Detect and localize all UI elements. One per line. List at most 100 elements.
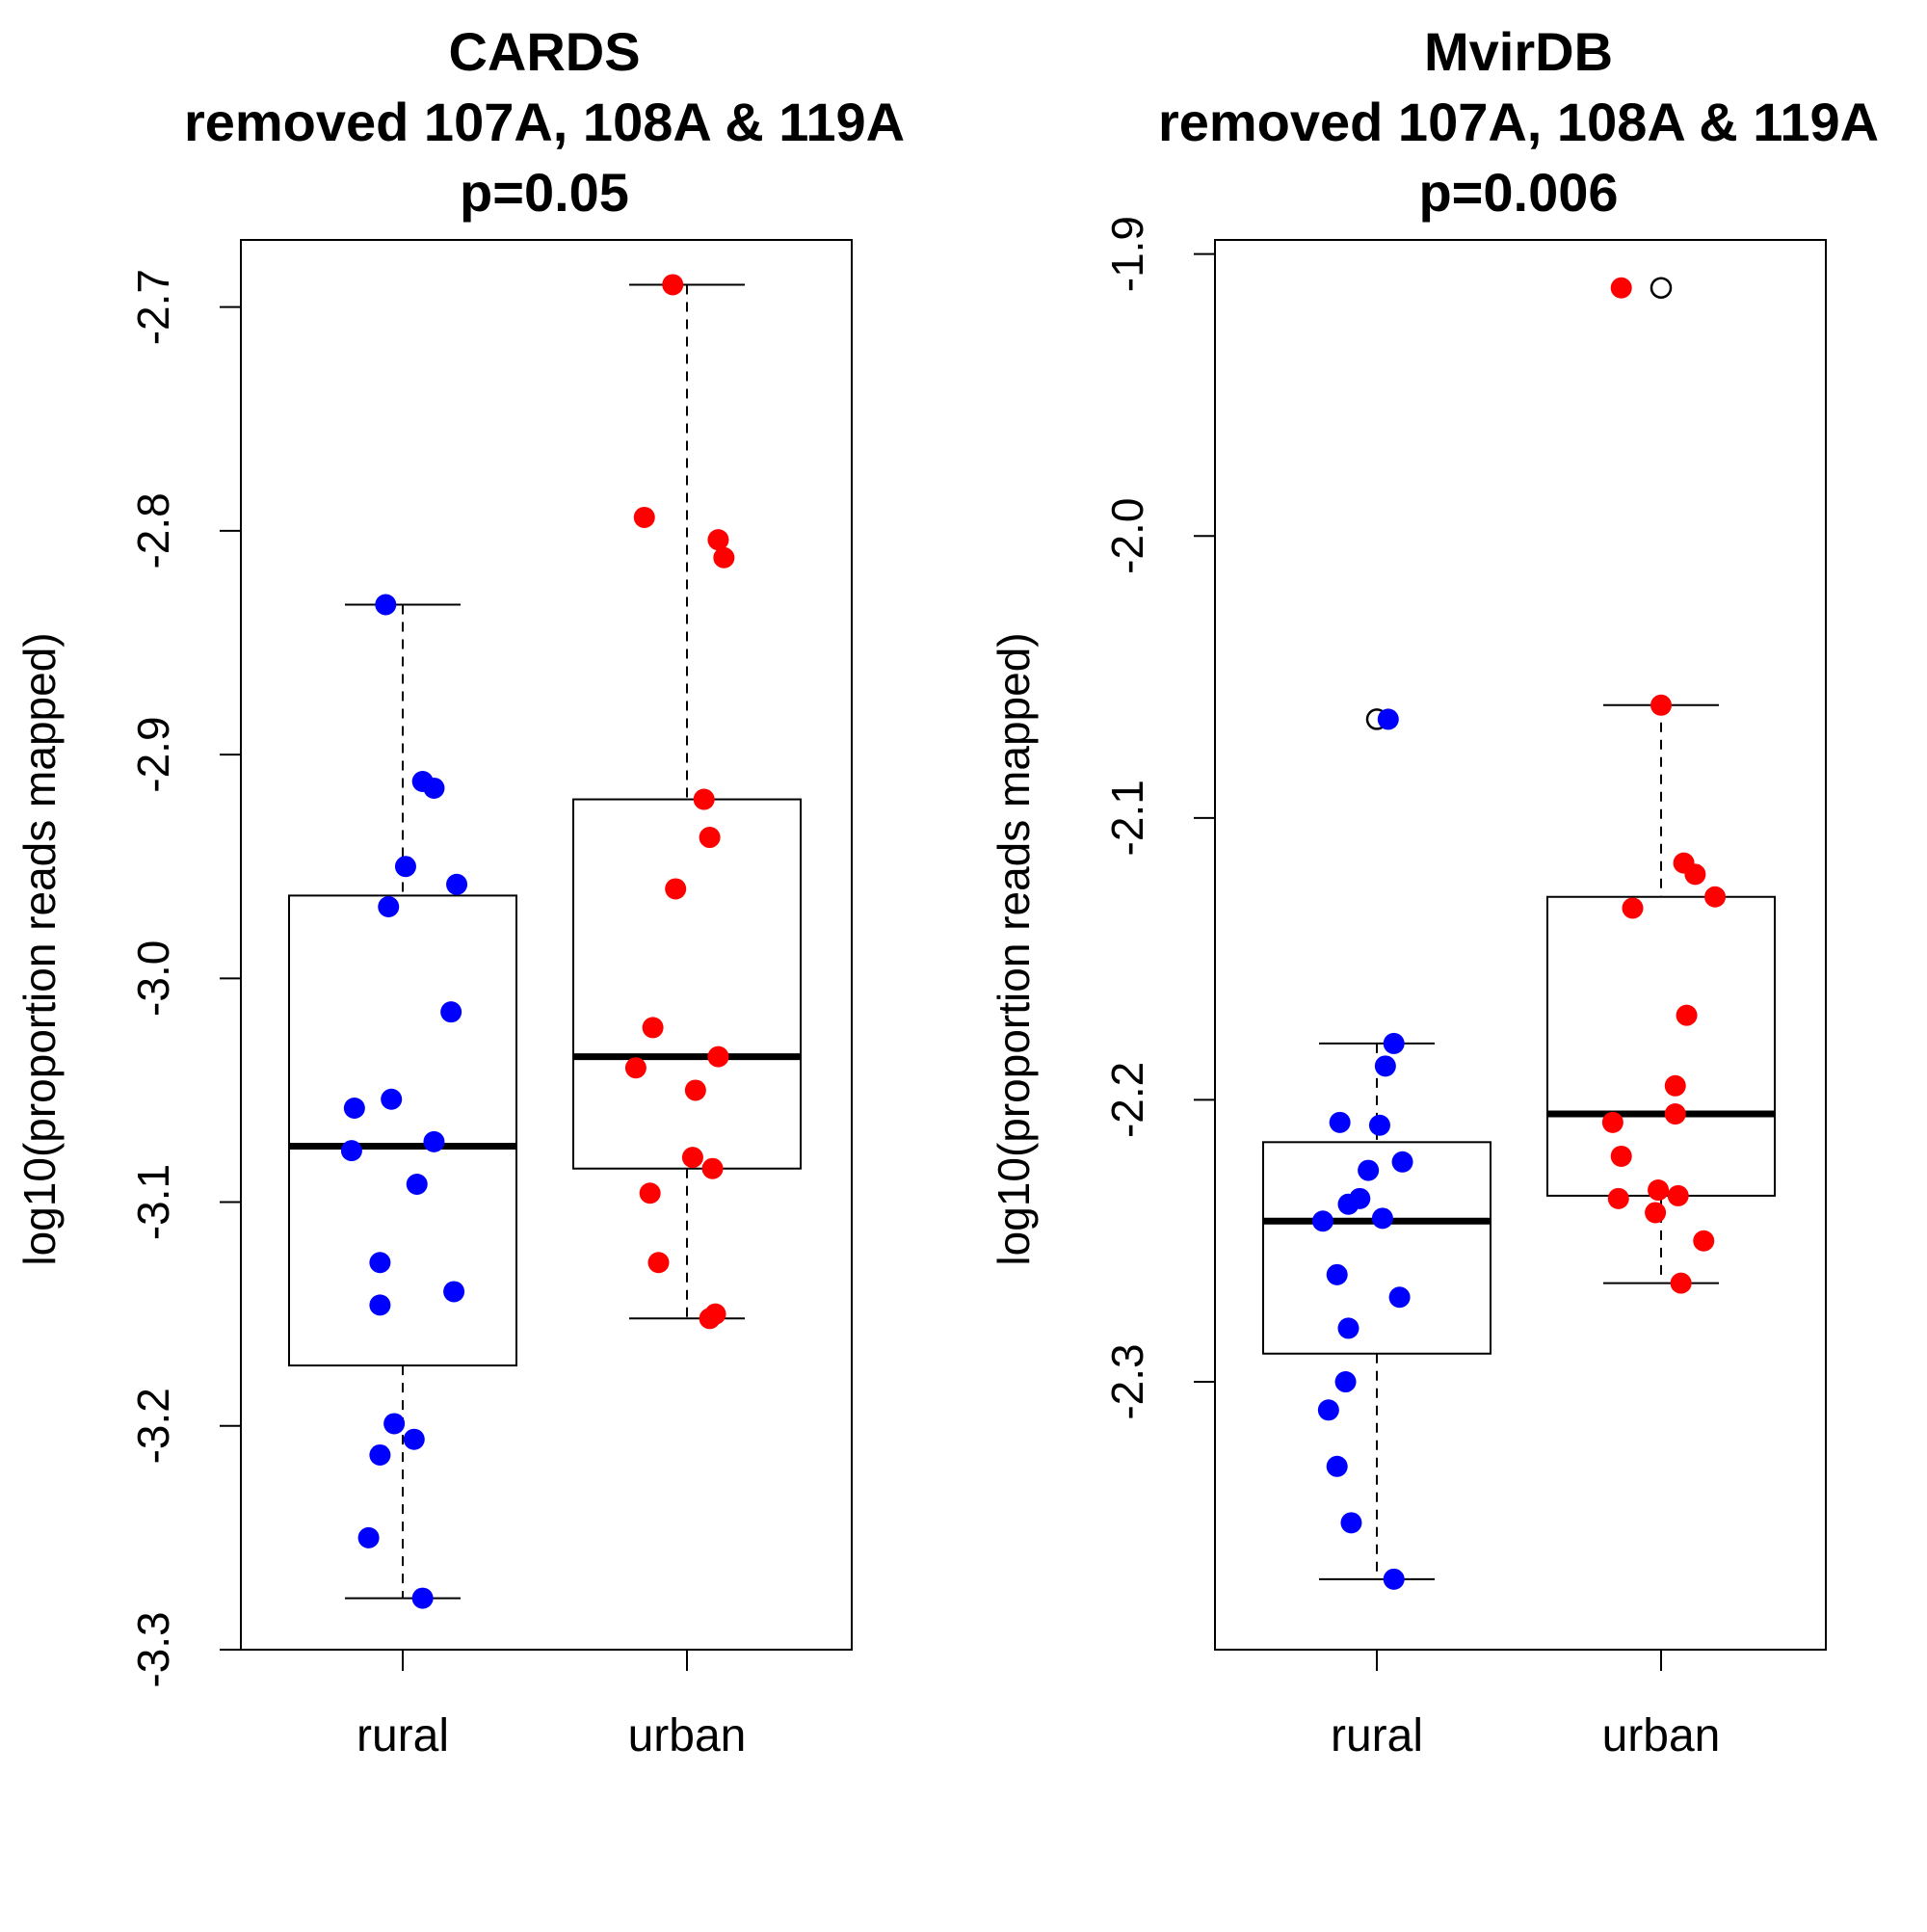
panel-2-x-category-urban: urban xyxy=(1602,1710,1721,1761)
plot-frame xyxy=(240,239,853,1651)
y-tick-label: -3.2 xyxy=(128,1388,178,1464)
data-point xyxy=(699,1308,721,1330)
y-tick-label: -1.9 xyxy=(1102,216,1152,292)
box-iqr xyxy=(1262,1141,1491,1355)
panel-2-title-line-2: removed 107A, 108A & 119A xyxy=(1158,92,1879,152)
box-urban xyxy=(1546,277,1776,1284)
data-point xyxy=(369,1294,391,1316)
y-tick-label: -3.3 xyxy=(128,1611,178,1687)
y-tick-label: -3.0 xyxy=(128,940,178,1017)
data-point xyxy=(1358,1159,1380,1181)
data-point xyxy=(693,788,715,810)
data-point xyxy=(1326,1455,1348,1477)
data-point xyxy=(707,1045,729,1068)
data-point xyxy=(423,1130,445,1152)
data-point xyxy=(1391,1151,1413,1173)
panel-1-x-category-rural: rural xyxy=(356,1710,449,1761)
data-point xyxy=(684,1079,706,1101)
data-point xyxy=(1607,1187,1629,1209)
data-point xyxy=(1664,1103,1686,1125)
panel-1-title-line-3: p=0.05 xyxy=(460,162,629,223)
panel-2-title-line-1: MvirDB xyxy=(1424,21,1613,82)
data-point xyxy=(1622,897,1644,919)
data-point xyxy=(1601,1111,1623,1133)
y-tick-label: -2.2 xyxy=(1102,1062,1152,1138)
data-point xyxy=(1383,1568,1405,1590)
data-point xyxy=(665,878,687,900)
box-iqr xyxy=(288,894,517,1367)
data-point xyxy=(1650,694,1672,716)
data-point xyxy=(662,274,684,296)
data-point xyxy=(1368,1114,1390,1136)
data-point xyxy=(446,873,468,895)
data-point xyxy=(343,1098,365,1120)
data-point xyxy=(369,1252,391,1274)
y-tick-label: -2.8 xyxy=(128,492,178,569)
points-urban xyxy=(624,274,735,1330)
data-point xyxy=(1684,863,1706,886)
data-point xyxy=(411,1587,434,1609)
data-point xyxy=(406,1173,428,1195)
data-point xyxy=(699,827,721,849)
data-point xyxy=(1704,886,1727,908)
data-point xyxy=(1326,1263,1348,1285)
panel-1-title-line-1: CARDS xyxy=(448,21,640,82)
box-iqr xyxy=(572,798,802,1170)
data-point xyxy=(403,1428,425,1450)
data-point xyxy=(1388,1286,1411,1309)
y-tick-label: -3.1 xyxy=(128,1164,178,1240)
data-point xyxy=(1329,1111,1351,1133)
data-point xyxy=(1317,1399,1339,1421)
box-iqr xyxy=(1546,895,1776,1197)
data-point xyxy=(423,777,445,799)
panel-2-y-axis-label: log10(proportion reads mapped) xyxy=(989,632,1039,1265)
data-point xyxy=(633,506,655,528)
data-point xyxy=(642,1017,664,1039)
data-point xyxy=(681,1147,703,1169)
data-point xyxy=(1374,1055,1396,1077)
points-urban xyxy=(1601,277,1727,1294)
data-point xyxy=(1670,1272,1692,1294)
panel-cards: CARDS removed 107A, 108A & 119A p=0.05 l… xyxy=(14,21,905,1761)
y-tick-label: -2.9 xyxy=(128,716,178,792)
data-point xyxy=(1664,1074,1686,1097)
data-point xyxy=(375,594,397,616)
points-rural xyxy=(340,594,468,1609)
data-point xyxy=(1610,1145,1632,1167)
data-point xyxy=(381,1088,403,1110)
y-tick-label: -2.1 xyxy=(1102,780,1152,856)
plot-frame xyxy=(1214,239,1827,1651)
panel-2-title-line-3: p=0.006 xyxy=(1418,162,1618,223)
data-point xyxy=(443,1281,465,1303)
box-urban xyxy=(572,283,802,1320)
data-point xyxy=(1676,1004,1698,1026)
data-point xyxy=(1337,1193,1359,1215)
panel-2-x-category-rural: rural xyxy=(1331,1710,1423,1761)
y-tick-label: -2.3 xyxy=(1102,1343,1152,1419)
data-point xyxy=(1645,1202,1667,1224)
points-rural xyxy=(1311,708,1413,1590)
data-point xyxy=(707,529,729,551)
y-tick-label: -2.0 xyxy=(1102,498,1152,574)
box-rural xyxy=(1262,708,1491,1580)
data-point xyxy=(1610,277,1632,299)
data-point xyxy=(1337,1317,1359,1339)
data-point xyxy=(1648,1179,1670,1202)
data-point xyxy=(701,1157,724,1179)
data-point xyxy=(369,1443,391,1466)
data-point xyxy=(1334,1371,1357,1393)
panel-mvirdb: MvirDB removed 107A, 108A & 119A p=0.006… xyxy=(989,21,1879,1761)
data-point xyxy=(1311,1210,1333,1232)
data-point xyxy=(378,896,400,918)
data-point xyxy=(1340,1512,1362,1534)
data-point xyxy=(713,546,735,569)
panel-1-title-line-2: removed 107A, 108A & 119A xyxy=(184,92,905,152)
data-point xyxy=(1383,1032,1405,1054)
y-tick-label: -2.7 xyxy=(128,269,178,345)
data-point xyxy=(647,1252,670,1274)
data-point xyxy=(639,1182,661,1204)
data-point xyxy=(340,1140,362,1162)
data-point xyxy=(394,856,416,878)
